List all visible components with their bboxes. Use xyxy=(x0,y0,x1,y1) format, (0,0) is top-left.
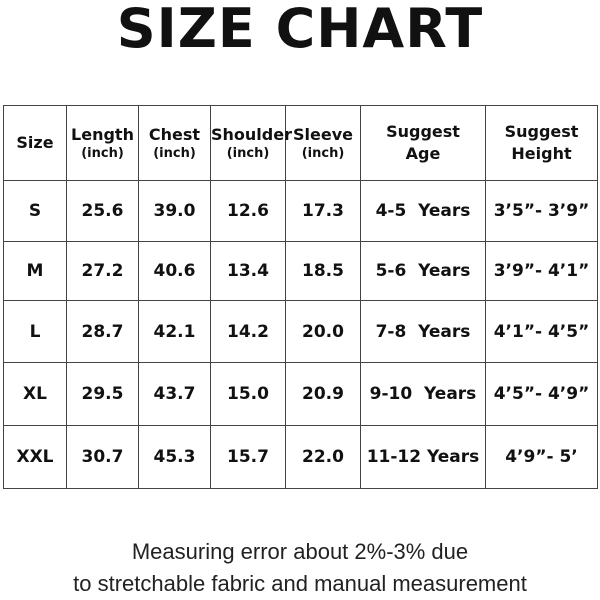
header-cell: Sleeve (inch) xyxy=(285,105,361,181)
table-row: S 25.6 39.0 12.6 17.3 4-5 Years 3’5”- 3’9” xyxy=(3,180,598,242)
footer: Measuring error about 2%-3% due to stretc… xyxy=(0,536,600,600)
table-row: M 27.2 40.6 13.4 18.5 5-6 Years 3’9”- 4’1” xyxy=(3,241,598,301)
footer-line: Measuring error about 2%-3% due xyxy=(131,539,469,564)
header-cell: Chest (inch) xyxy=(138,105,211,181)
header-label: Shoulder xyxy=(211,125,292,144)
table-cell: 5-6 Years xyxy=(360,241,486,301)
table-cell: 9-10 Years xyxy=(360,362,486,426)
title: SIZE CHART xyxy=(116,0,484,60)
header-cell: Size xyxy=(3,105,67,181)
table-cell: 29.5 xyxy=(66,362,139,426)
table-body: S 25.6 39.0 12.6 17.3 4-5 Years 3’5”- 3’9” M 27.… xyxy=(3,180,598,489)
table-cell: 7-8 Years xyxy=(360,300,486,363)
header-label: Length xyxy=(71,125,134,144)
header-label: Chest xyxy=(148,125,201,144)
header-label: Height xyxy=(511,144,572,163)
footer-line: to stretchable fabric and manual measure… xyxy=(73,571,527,596)
table-cell: 43.7 xyxy=(138,362,211,426)
size-table: Size Length (inch) Chest (inch) Shoulder (inch… xyxy=(3,105,598,489)
table-cell: XL xyxy=(3,362,67,426)
header-label: Suggest xyxy=(504,122,579,141)
table-cell: 13.4 xyxy=(210,241,286,301)
header-cell: Suggest Height xyxy=(485,105,598,181)
table-cell: 25.6 xyxy=(66,180,139,242)
table-cell: 39.0 xyxy=(138,180,211,242)
table-cell: 20.0 xyxy=(285,300,361,363)
table-cell: 3’9”- 4’1” xyxy=(485,241,598,301)
header-unit: (inch) xyxy=(301,146,345,161)
table-row: XL 29.5 43.7 15.0 20.9 9-10 Years 4’5”- 4’9” xyxy=(3,362,598,426)
header-unit: (inch) xyxy=(226,146,270,161)
table-cell: 28.7 xyxy=(66,300,139,363)
table-cell: 12.6 xyxy=(210,180,286,242)
table-cell: 17.3 xyxy=(285,180,361,242)
header-row: Size Length (inch) Chest (inch) Shoulder (inch… xyxy=(3,105,598,181)
table-cell: S xyxy=(3,180,67,242)
table-cell: 45.3 xyxy=(138,425,211,489)
table-cell: 14.2 xyxy=(210,300,286,363)
table-cell: XXL xyxy=(3,425,67,489)
header-label: Age xyxy=(405,144,441,163)
table-cell: 3’5”- 3’9” xyxy=(485,180,598,242)
table-cell: L xyxy=(3,300,67,363)
header-label: Suggest xyxy=(386,122,460,141)
table-cell: 22.0 xyxy=(285,425,361,489)
table-cell: 4-5 Years xyxy=(360,180,486,242)
table-cell: 15.7 xyxy=(210,425,286,489)
table-cell: 42.1 xyxy=(138,300,211,363)
table-cell: 18.5 xyxy=(285,241,361,301)
table-cell: 4’9”- 5’ xyxy=(485,425,598,489)
table-row: L 28.7 42.1 14.2 20.0 7-8 Years 4’1”- 4’5” xyxy=(3,300,598,363)
table-cell: 4’5”- 4’9” xyxy=(485,362,598,426)
header-cell: Shoulder (inch) xyxy=(210,105,292,181)
table-cell: 27.2 xyxy=(66,241,139,301)
header-cell: Length (inch) xyxy=(66,105,139,181)
table-cell: M xyxy=(3,241,67,301)
table-cell: 11-12 Years xyxy=(360,425,486,489)
header-unit: (inch) xyxy=(153,146,196,161)
table-cell: 30.7 xyxy=(66,425,139,489)
header-label: Sleeve xyxy=(293,125,353,144)
table-cell: 20.9 xyxy=(285,362,361,426)
table-cell: 40.6 xyxy=(138,241,211,301)
table-cell: 4’1”- 4’5” xyxy=(485,300,598,363)
table-cell: 15.0 xyxy=(210,362,286,426)
table-row: XXL 30.7 45.3 15.7 22.0 11-12 Years 4’9”- 5’ xyxy=(3,425,598,489)
header-label: Size xyxy=(16,133,54,152)
header-cell: Suggest Age xyxy=(360,105,486,181)
table-header: Size Length (inch) Chest (inch) Shoulder (inch… xyxy=(3,105,598,181)
header-unit: (inch) xyxy=(81,146,124,161)
